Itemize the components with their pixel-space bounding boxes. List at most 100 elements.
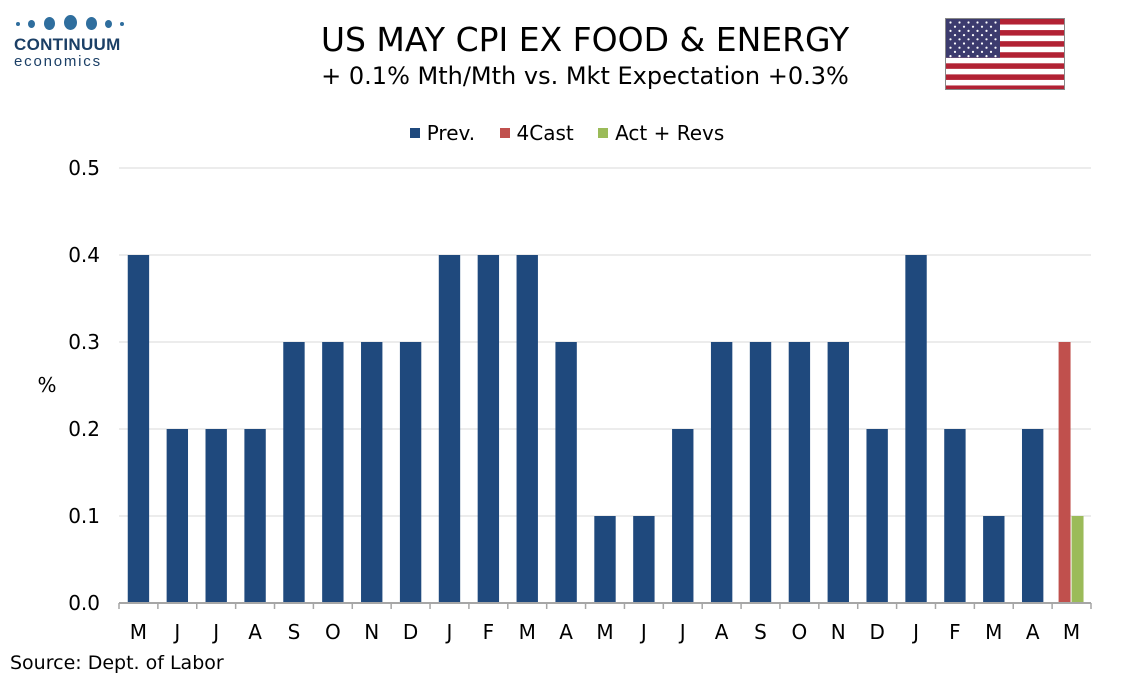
flag-star xyxy=(958,46,961,49)
legend-label-4cast: 4Cast xyxy=(516,121,574,145)
flag-stripe xyxy=(946,79,1064,86)
flag-stripe xyxy=(946,57,1064,64)
y-axis-label: % xyxy=(37,373,56,397)
flag-stripe xyxy=(946,30,1064,36)
bar-prev xyxy=(633,516,655,603)
flag-stripe xyxy=(946,74,1064,81)
x-tick-label: J xyxy=(211,620,219,644)
flag-star xyxy=(953,25,957,28)
chart-subtitle: + 0.1% Mth/Mth vs. Mkt Expectation +0.3% xyxy=(321,62,849,90)
legend-label-prev: Prev. xyxy=(426,121,476,145)
bar-prev xyxy=(866,429,888,603)
flag-star xyxy=(949,21,952,24)
x-tick-label: A xyxy=(248,620,262,644)
x-tick-label: M xyxy=(1063,620,1080,644)
flag-star xyxy=(962,34,966,37)
flag-stripe xyxy=(946,85,1064,89)
bar-prev xyxy=(672,429,694,603)
bar-prev xyxy=(555,342,577,603)
flag-star xyxy=(985,38,988,41)
bar-prev xyxy=(983,516,1005,603)
x-tick-label: O xyxy=(325,620,341,644)
logo-wordmark: CONTINUUM xyxy=(14,35,121,54)
bar-prev xyxy=(205,429,227,603)
y-tick-label: 0.0 xyxy=(68,591,100,615)
chart-title: US MAY CPI EX FOOD & ENERGY xyxy=(320,20,850,59)
x-tick-label: F xyxy=(949,620,961,644)
flag-star xyxy=(953,50,957,53)
flag-star xyxy=(971,25,975,28)
flag-star xyxy=(976,21,979,24)
flag-star xyxy=(989,50,993,53)
flag-stripe xyxy=(946,19,1064,25)
bar-prev xyxy=(127,255,150,603)
flag-star xyxy=(989,34,993,37)
bar-prev xyxy=(438,255,461,603)
flag-star xyxy=(958,21,961,24)
x-tick-label: J xyxy=(639,620,647,644)
bar-prev xyxy=(516,255,538,603)
x-tick-label: M xyxy=(985,620,1002,644)
x-tick-label: D xyxy=(869,620,884,644)
flag-star xyxy=(985,21,988,24)
flag-star xyxy=(967,55,970,58)
legend-swatch-prev xyxy=(409,128,420,138)
flag-star xyxy=(958,29,961,32)
y-tick-label: 0.4 xyxy=(68,243,100,267)
bar-prev xyxy=(361,342,383,603)
bar-prev xyxy=(244,429,266,603)
bar-prev xyxy=(710,342,733,603)
flag-star xyxy=(949,38,952,41)
logo-subtext: economics xyxy=(14,53,102,70)
flag-star xyxy=(976,46,979,49)
bar-prev xyxy=(594,516,616,603)
flag-star xyxy=(971,42,975,45)
bar-prev xyxy=(283,342,305,603)
flag-star xyxy=(971,34,975,37)
y-tick-label: 0.3 xyxy=(68,330,100,354)
y-tick-label: 0.1 xyxy=(68,504,100,528)
flag-stripe xyxy=(946,63,1064,70)
x-tick-label: M xyxy=(519,620,536,644)
flag-star xyxy=(962,50,966,53)
x-tick-label: F xyxy=(483,620,495,644)
bar-prev xyxy=(944,429,966,603)
flag-star xyxy=(994,38,997,41)
flag-star xyxy=(962,42,966,45)
x-tick-label: M xyxy=(596,620,613,644)
x-tick-label: M xyxy=(130,620,147,644)
logo-dots xyxy=(14,14,134,36)
x-tick-label: A xyxy=(1026,620,1040,644)
flag-star xyxy=(994,55,997,58)
bar-prev xyxy=(322,342,344,603)
bar-prev xyxy=(166,429,189,603)
flag-star xyxy=(949,46,952,49)
us-flag-icon xyxy=(945,18,1065,90)
bar-prev xyxy=(399,342,422,603)
flag-star xyxy=(971,50,975,53)
flag-star xyxy=(980,34,984,37)
flag-star xyxy=(967,29,970,32)
flag-star xyxy=(985,55,988,58)
flag-star xyxy=(976,55,979,58)
bar-prev xyxy=(1021,429,1044,603)
x-tick-label: S xyxy=(754,620,767,644)
flag-star xyxy=(980,50,984,53)
continuum-logo: CONTINUUM economics xyxy=(14,14,134,70)
flag-star xyxy=(958,55,961,58)
flag-star xyxy=(953,42,957,45)
flag-star xyxy=(976,38,979,41)
x-tick-label: A xyxy=(715,620,729,644)
legend-swatch-4cast xyxy=(499,128,510,138)
legend-item-actual: Act + Revs xyxy=(598,121,724,145)
flag-star xyxy=(980,25,984,28)
bar-prev xyxy=(749,342,772,603)
flag-star xyxy=(967,46,970,49)
flag-star xyxy=(980,42,984,45)
bar-prev xyxy=(788,342,811,603)
y-tick-label: 0.2 xyxy=(68,417,100,441)
x-tick-label: J xyxy=(911,620,919,644)
flag-stripe xyxy=(946,46,1064,53)
x-tick-label: J xyxy=(172,620,180,644)
